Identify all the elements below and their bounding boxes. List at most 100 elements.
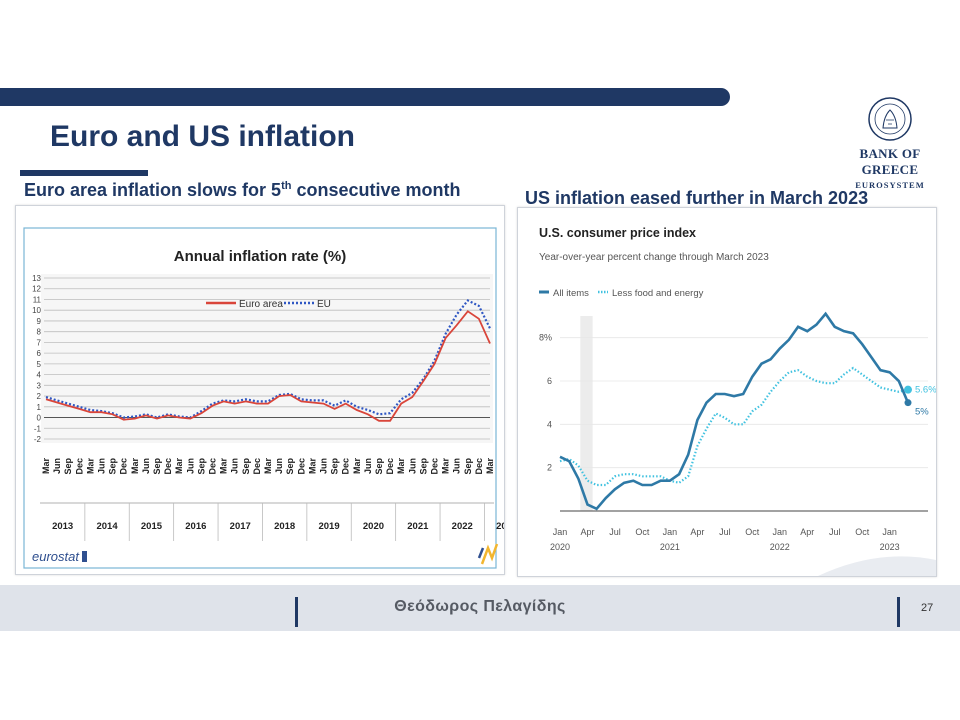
subtitle-right: US inflation eased further in March 2023 xyxy=(525,188,869,208)
subtitle-left-sup: th xyxy=(281,180,292,192)
x-month-label: Dec xyxy=(208,458,218,475)
x-tick-label: Apr xyxy=(580,527,594,537)
x-year-label: 2022 xyxy=(452,521,473,532)
y-tick-label: 6 xyxy=(547,376,552,386)
x-month-label: Jun xyxy=(141,458,151,474)
y-tick-label: 8 xyxy=(37,328,42,337)
slide-title: Euro and US inflation xyxy=(50,120,355,153)
bank-seal-icon xyxy=(868,97,912,141)
x-month-label: Mar xyxy=(441,458,451,475)
end-marker-core xyxy=(904,385,912,394)
x-month-label: Dec xyxy=(252,458,262,475)
recession-shading xyxy=(580,316,593,511)
series-line-core xyxy=(559,366,909,487)
x-year-label: 2022 xyxy=(770,542,790,552)
logo-subtitle: EUROSYSTEM xyxy=(855,180,925,190)
legend-label-all-items: All items xyxy=(553,288,589,299)
x-month-label: Mar xyxy=(485,458,495,475)
x-month-label: Sep xyxy=(463,458,473,475)
x-month-label: Sep xyxy=(63,458,73,475)
x-tick-label: Apr xyxy=(800,527,814,537)
x-month-label: Jun xyxy=(230,458,240,474)
x-month-label: Sep xyxy=(374,458,384,475)
us-cpi-chart: U.S. consumer price index Year-over-year … xyxy=(539,226,937,576)
x-month-label: Jun xyxy=(274,458,284,474)
x-tick-label: Jan xyxy=(663,527,678,537)
end-marker-all-items xyxy=(904,399,912,407)
euro-chart-panel: Annual inflation rate (%) -2 -1 0 1 2 3 4 5 6 7 8 9 1… xyxy=(15,205,517,575)
eurostat-logo-mark xyxy=(82,551,87,562)
footer-divider-right xyxy=(897,597,900,627)
x-month-label: Sep xyxy=(152,458,162,475)
x-month-label: Mar xyxy=(85,458,95,475)
end-label-core: 5.6% xyxy=(915,385,936,396)
x-month-label: Mar xyxy=(130,458,140,475)
legend-label-eu: EU xyxy=(317,299,331,310)
x-month-label: Sep xyxy=(241,458,251,475)
footer-band xyxy=(0,585,960,631)
x-year-label: 2023 xyxy=(496,521,504,532)
subtitle-left-end: consecutive month xyxy=(291,180,461,200)
x-month-label: Mar xyxy=(219,458,229,475)
x-month-label: Jun xyxy=(407,458,417,474)
x-month-label: Jun xyxy=(185,458,195,474)
x-month-label: Mar xyxy=(174,458,184,475)
x-year-label: 2016 xyxy=(185,521,206,532)
subtitle-left-text: Euro area inflation slows for 5 xyxy=(24,180,282,200)
y-tick-label: -2 xyxy=(34,435,42,444)
x-tick-label: Oct xyxy=(855,527,870,537)
x-month-label: Mar xyxy=(41,458,51,475)
x-month-label: Mar xyxy=(307,458,317,475)
logo-name: BANK OF GREECE xyxy=(859,146,921,177)
x-month-label: Jun xyxy=(52,458,62,474)
x-year-label: 2014 xyxy=(96,521,118,532)
x-month-label: Sep xyxy=(418,458,428,475)
eurostat-corner-icon xyxy=(480,543,499,565)
top-banner-band xyxy=(0,88,730,106)
series-line-euro-area xyxy=(45,310,491,422)
x-tick-label: Jul xyxy=(829,527,841,537)
y-tick-label: 4 xyxy=(37,371,42,380)
x-year-label: 2019 xyxy=(318,521,339,532)
x-month-label: Jun xyxy=(363,458,373,474)
chart-title: U.S. consumer price index xyxy=(539,226,696,240)
end-label-all-items: 5% xyxy=(915,407,929,418)
footer-divider-left xyxy=(295,597,298,627)
legend-label-euro-area: Euro area xyxy=(239,299,283,310)
eurostat-corner-icon-part xyxy=(477,547,485,559)
x-tick-label: Apr xyxy=(690,527,704,537)
x-month-label: Sep xyxy=(108,458,118,475)
x-year-label: 2013 xyxy=(52,521,73,532)
y-tick-label: 10 xyxy=(32,306,41,315)
x-month-label: Dec xyxy=(430,458,440,475)
x-month-label: Dec xyxy=(119,458,129,475)
title-underline xyxy=(20,170,148,176)
y-tick-label: 2 xyxy=(37,392,42,401)
x-year-label: 2021 xyxy=(660,542,680,552)
legend-label-core: Less food and energy xyxy=(612,288,704,299)
x-month-label: Jun xyxy=(319,458,329,474)
bank-of-greece-logo: BANK OF GREECE EUROSYSTEM xyxy=(830,96,950,190)
x-year-label: 2018 xyxy=(274,521,295,532)
x-year-label: 2015 xyxy=(141,521,163,532)
y-tick-label: 9 xyxy=(37,317,42,326)
y-tick-label: 2 xyxy=(547,463,552,473)
x-year-label: 2021 xyxy=(407,521,429,532)
footer-author: Θεόδωρος Πελαγίδης xyxy=(394,598,566,615)
x-tick-label: Jan xyxy=(773,527,788,537)
y-tick-label: 13 xyxy=(32,274,41,283)
x-month-label: Dec xyxy=(474,458,484,475)
subtitle-left: Euro area inflation slows for 5th consec… xyxy=(24,180,460,201)
series-line-all-items xyxy=(559,311,910,511)
x-month-label: Sep xyxy=(196,458,206,475)
y-tick-label: -1 xyxy=(34,424,42,433)
x-month-label: Dec xyxy=(385,458,395,475)
x-month-label: Dec xyxy=(74,458,84,475)
x-month-label: Mar xyxy=(263,458,273,475)
x-year-label: 2020 xyxy=(550,542,570,552)
decorative-wave xyxy=(818,556,936,576)
x-tick-label: Oct xyxy=(635,527,650,537)
page-number: 27 xyxy=(921,602,934,614)
x-month-label: Sep xyxy=(285,458,295,475)
x-year-label: 2020 xyxy=(363,521,384,532)
